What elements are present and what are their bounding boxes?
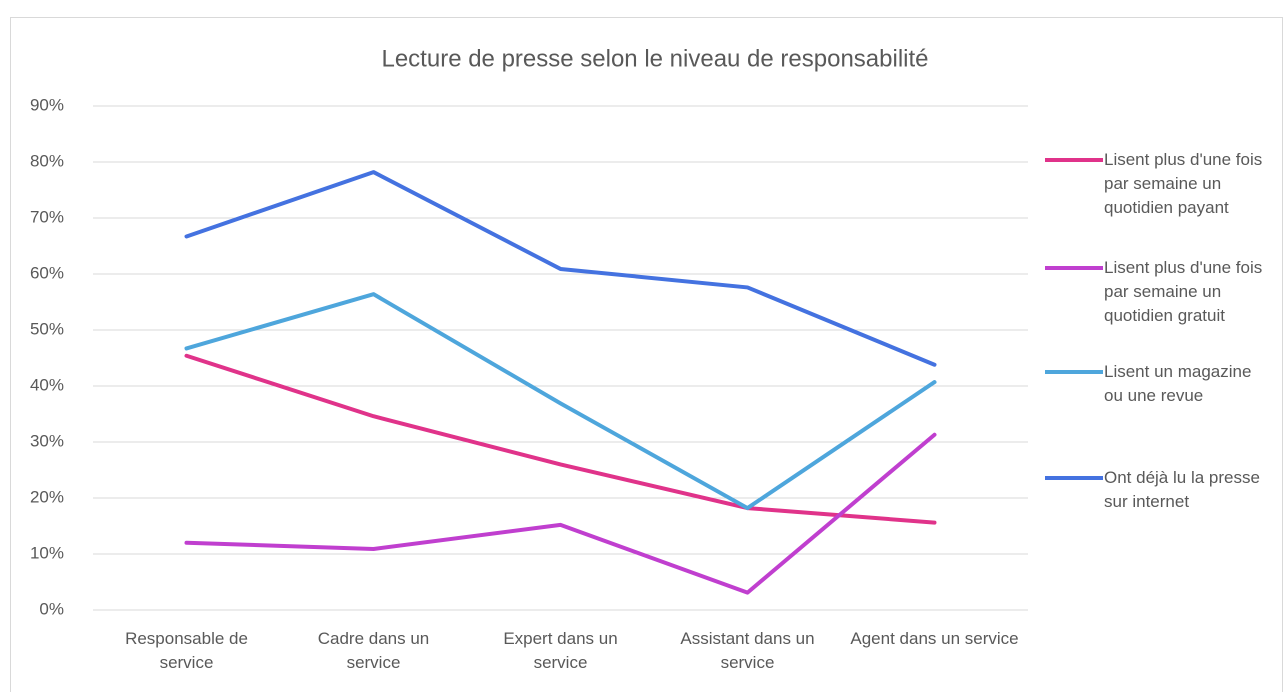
chart-title: Lecture de presse selon le niveau de res… [381, 45, 928, 72]
series-line [184, 170, 937, 367]
y-tick-label: 20% [30, 487, 64, 506]
y-tick-label: 70% [30, 207, 64, 226]
x-tick-label: Agent dans un service [850, 629, 1019, 648]
chart-border [10, 17, 1283, 692]
series-line [184, 292, 937, 511]
y-tick-label: 10% [30, 543, 64, 562]
series-line [184, 353, 937, 525]
y-tick-label: 90% [30, 95, 64, 114]
y-tick-label: 30% [30, 431, 64, 450]
x-tick-label: Responsable de service [125, 629, 248, 672]
x-tick-label: Assistant dans un service [680, 629, 815, 672]
x-tick-label: Expert dans un service [503, 629, 618, 672]
legend-label: Lisent plus d'une fois par semaine un qu… [1104, 258, 1263, 325]
y-tick-label: 0% [39, 599, 64, 618]
x-tick-label: Cadre dans un service [317, 629, 430, 672]
y-tick-label: 60% [30, 263, 64, 282]
legend-label: Lisent un magazine ou une revue [1104, 362, 1252, 405]
y-tick-label: 40% [30, 375, 64, 394]
y-tick-label: 50% [30, 319, 64, 338]
legend-label: Ont déjà lu la presse sur internet [1104, 468, 1260, 511]
series-line [184, 432, 937, 595]
legend-label: Lisent plus d'une fois par semaine un qu… [1104, 150, 1263, 217]
y-tick-label: 80% [30, 151, 64, 170]
